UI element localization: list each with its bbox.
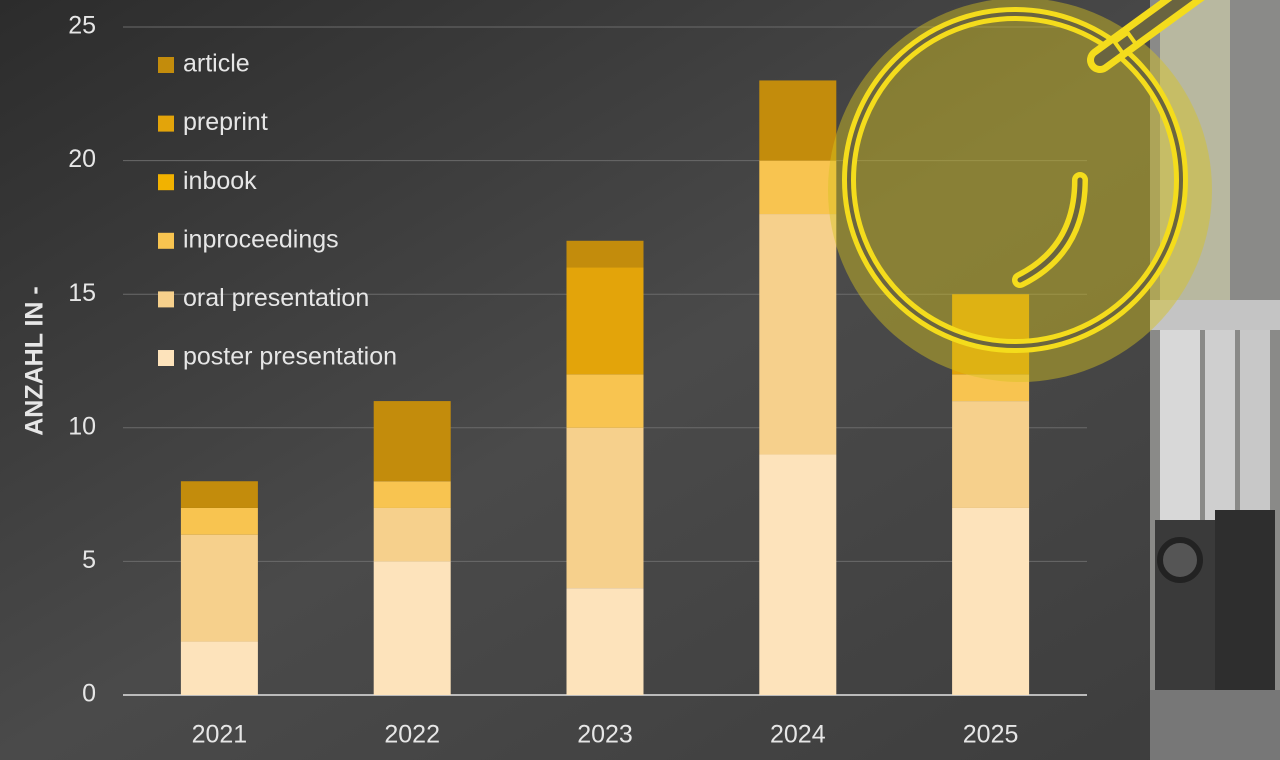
bar-segment bbox=[566, 588, 644, 695]
bar-segment bbox=[759, 80, 837, 161]
y-tick-label: 0 bbox=[82, 680, 96, 708]
legend-label: article bbox=[183, 50, 250, 78]
legend-swatch bbox=[158, 232, 174, 249]
y-axis-label: ANZAHL IN - bbox=[21, 286, 49, 436]
bar-segment bbox=[566, 374, 644, 428]
bar-segment bbox=[180, 641, 258, 695]
bar-segment bbox=[566, 267, 644, 375]
bar-segment bbox=[180, 507, 258, 535]
x-tick-label: 2022 bbox=[384, 721, 440, 749]
x-tick-label: 2023 bbox=[577, 721, 633, 749]
bar-segment bbox=[759, 214, 837, 455]
bar-segment bbox=[180, 534, 258, 642]
bar-segment bbox=[180, 481, 258, 508]
y-tick-label: 5 bbox=[82, 546, 96, 574]
bar-segment bbox=[952, 374, 1030, 402]
y-tick-label: 25 bbox=[68, 12, 96, 40]
y-tick-label: 20 bbox=[68, 145, 96, 173]
legend-label: inproceedings bbox=[183, 225, 339, 253]
x-tick-label: 2021 bbox=[192, 721, 248, 749]
bar-segment bbox=[566, 427, 644, 589]
bar-segment bbox=[373, 561, 451, 695]
y-tick-label: 15 bbox=[68, 279, 96, 307]
bar-segment bbox=[373, 401, 451, 482]
x-tick-label: 2024 bbox=[770, 721, 826, 749]
bar-segment bbox=[759, 160, 837, 215]
x-tick-label: 2025 bbox=[963, 721, 1019, 749]
legend-swatch bbox=[158, 57, 174, 73]
legend-label: preprint bbox=[183, 108, 268, 136]
bar-segment bbox=[373, 507, 451, 562]
bar-segment bbox=[566, 240, 644, 268]
bar-segment bbox=[952, 401, 1030, 508]
bar-segment bbox=[759, 454, 837, 695]
legend-label: poster presentation bbox=[183, 343, 397, 371]
legend-swatch bbox=[158, 174, 174, 191]
bar-segment bbox=[952, 507, 1030, 695]
magnifier-decoration bbox=[828, 0, 1212, 382]
legend-label: inbook bbox=[183, 167, 257, 195]
legend-swatch bbox=[158, 115, 174, 132]
bar-segment bbox=[373, 481, 451, 508]
legend-label: oral presentation bbox=[183, 284, 369, 312]
y-tick-label: 10 bbox=[68, 412, 96, 440]
legend-swatch bbox=[158, 291, 174, 308]
legend-swatch bbox=[158, 350, 174, 366]
